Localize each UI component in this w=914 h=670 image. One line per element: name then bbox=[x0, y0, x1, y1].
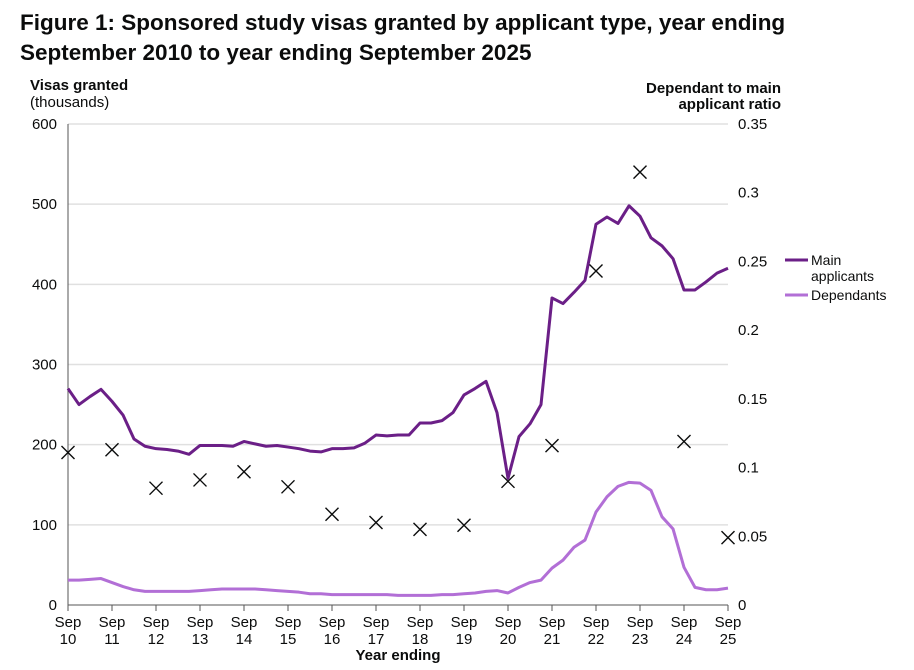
ratio-marker bbox=[677, 434, 691, 449]
ratio-marker bbox=[721, 530, 735, 545]
x-tick-label: 12 bbox=[148, 631, 165, 648]
x-tick-label: 18 bbox=[412, 631, 429, 648]
ratio-marker bbox=[589, 264, 603, 279]
x-tick-label: 21 bbox=[544, 631, 561, 648]
y-tick-label: 600 bbox=[32, 116, 57, 133]
legend-label-dependants: Dependants bbox=[811, 287, 887, 303]
x-tick-prefix: Sep bbox=[539, 614, 566, 631]
x-tick-prefix: Sep bbox=[583, 614, 610, 631]
x-tick-prefix: Sep bbox=[451, 614, 478, 631]
y-tick-label: 300 bbox=[32, 357, 57, 374]
y2-axis-title-2: applicant ratio bbox=[678, 96, 781, 113]
ratio-marker bbox=[369, 515, 383, 530]
x-tick-prefix: Sep bbox=[99, 614, 126, 631]
ratio-marker bbox=[545, 438, 559, 453]
x-tick-label: 22 bbox=[588, 631, 605, 648]
series-line-dependants bbox=[68, 480, 729, 597]
x-tick-prefix: Sep bbox=[319, 614, 346, 631]
x-tick-label: 16 bbox=[324, 631, 341, 648]
ratio-marker bbox=[457, 518, 471, 533]
x-tick-label: 25 bbox=[720, 631, 737, 648]
y-tick-label: 200 bbox=[32, 437, 57, 454]
x-tick-prefix: Sep bbox=[187, 614, 214, 631]
x-tick-prefix: Sep bbox=[671, 614, 698, 631]
x-tick-prefix: Sep bbox=[715, 614, 742, 631]
y-axis-subtitle: (thousands) bbox=[30, 94, 109, 111]
y2-tick-label: 0 bbox=[738, 597, 746, 614]
ratio-marker bbox=[501, 474, 515, 489]
x-tick-prefix: Sep bbox=[55, 614, 82, 631]
y2-tick-label: 0.25 bbox=[738, 253, 767, 270]
y-tick-label: 0 bbox=[49, 597, 57, 614]
x-tick-label: 23 bbox=[632, 631, 649, 648]
ratio-marker bbox=[633, 165, 647, 180]
x-tick-label: 10 bbox=[60, 631, 77, 648]
ratio-marker bbox=[149, 481, 163, 496]
chart-title: Figure 1: Sponsored study visas granted … bbox=[20, 10, 786, 65]
x-tick-prefix: Sep bbox=[407, 614, 434, 631]
series-line-main-applicants bbox=[66, 204, 729, 480]
y-tick-label: 500 bbox=[32, 196, 57, 213]
x-tick-label: 24 bbox=[676, 631, 693, 648]
x-tick-prefix: Sep bbox=[495, 614, 522, 631]
ratio-marker bbox=[193, 472, 207, 487]
ratio-marker bbox=[237, 464, 251, 479]
x-tick-label: 20 bbox=[500, 631, 517, 648]
x-tick-label: 14 bbox=[236, 631, 253, 648]
x-tick-label: 15 bbox=[280, 631, 297, 648]
x-tick-prefix: Sep bbox=[363, 614, 390, 631]
y-tick-label: 400 bbox=[32, 276, 57, 293]
x-tick-label: 13 bbox=[192, 631, 209, 648]
ratio-marker bbox=[281, 479, 295, 494]
y2-tick-label: 0.3 bbox=[738, 185, 759, 202]
y-axis-title: Visas granted bbox=[30, 77, 128, 94]
ratio-marker bbox=[413, 522, 427, 537]
y2-tick-label: 0.05 bbox=[738, 528, 767, 545]
ratio-marker bbox=[61, 445, 75, 460]
x-tick-label: 17 bbox=[368, 631, 385, 648]
x-tick-prefix: Sep bbox=[627, 614, 654, 631]
y2-tick-label: 0.15 bbox=[738, 391, 767, 408]
legend-label-main-2: applicants bbox=[811, 268, 874, 284]
y2-axis-title: Dependant to main bbox=[646, 80, 781, 97]
y2-tick-label: 0.1 bbox=[738, 460, 759, 477]
y2-tick-label: 0.2 bbox=[738, 322, 759, 339]
x-tick-prefix: Sep bbox=[231, 614, 258, 631]
ratio-marker bbox=[105, 442, 119, 457]
ratio-marker bbox=[325, 507, 339, 522]
x-axis-title: Year ending bbox=[355, 647, 440, 664]
x-tick-label: 19 bbox=[456, 631, 473, 648]
y2-tick-label: 0.35 bbox=[738, 116, 767, 133]
x-tick-label: 11 bbox=[104, 631, 120, 648]
x-tick-prefix: Sep bbox=[143, 614, 170, 631]
y-tick-label: 100 bbox=[32, 517, 57, 534]
x-tick-prefix: Sep bbox=[275, 614, 302, 631]
legend-label-main: Main bbox=[811, 252, 841, 268]
